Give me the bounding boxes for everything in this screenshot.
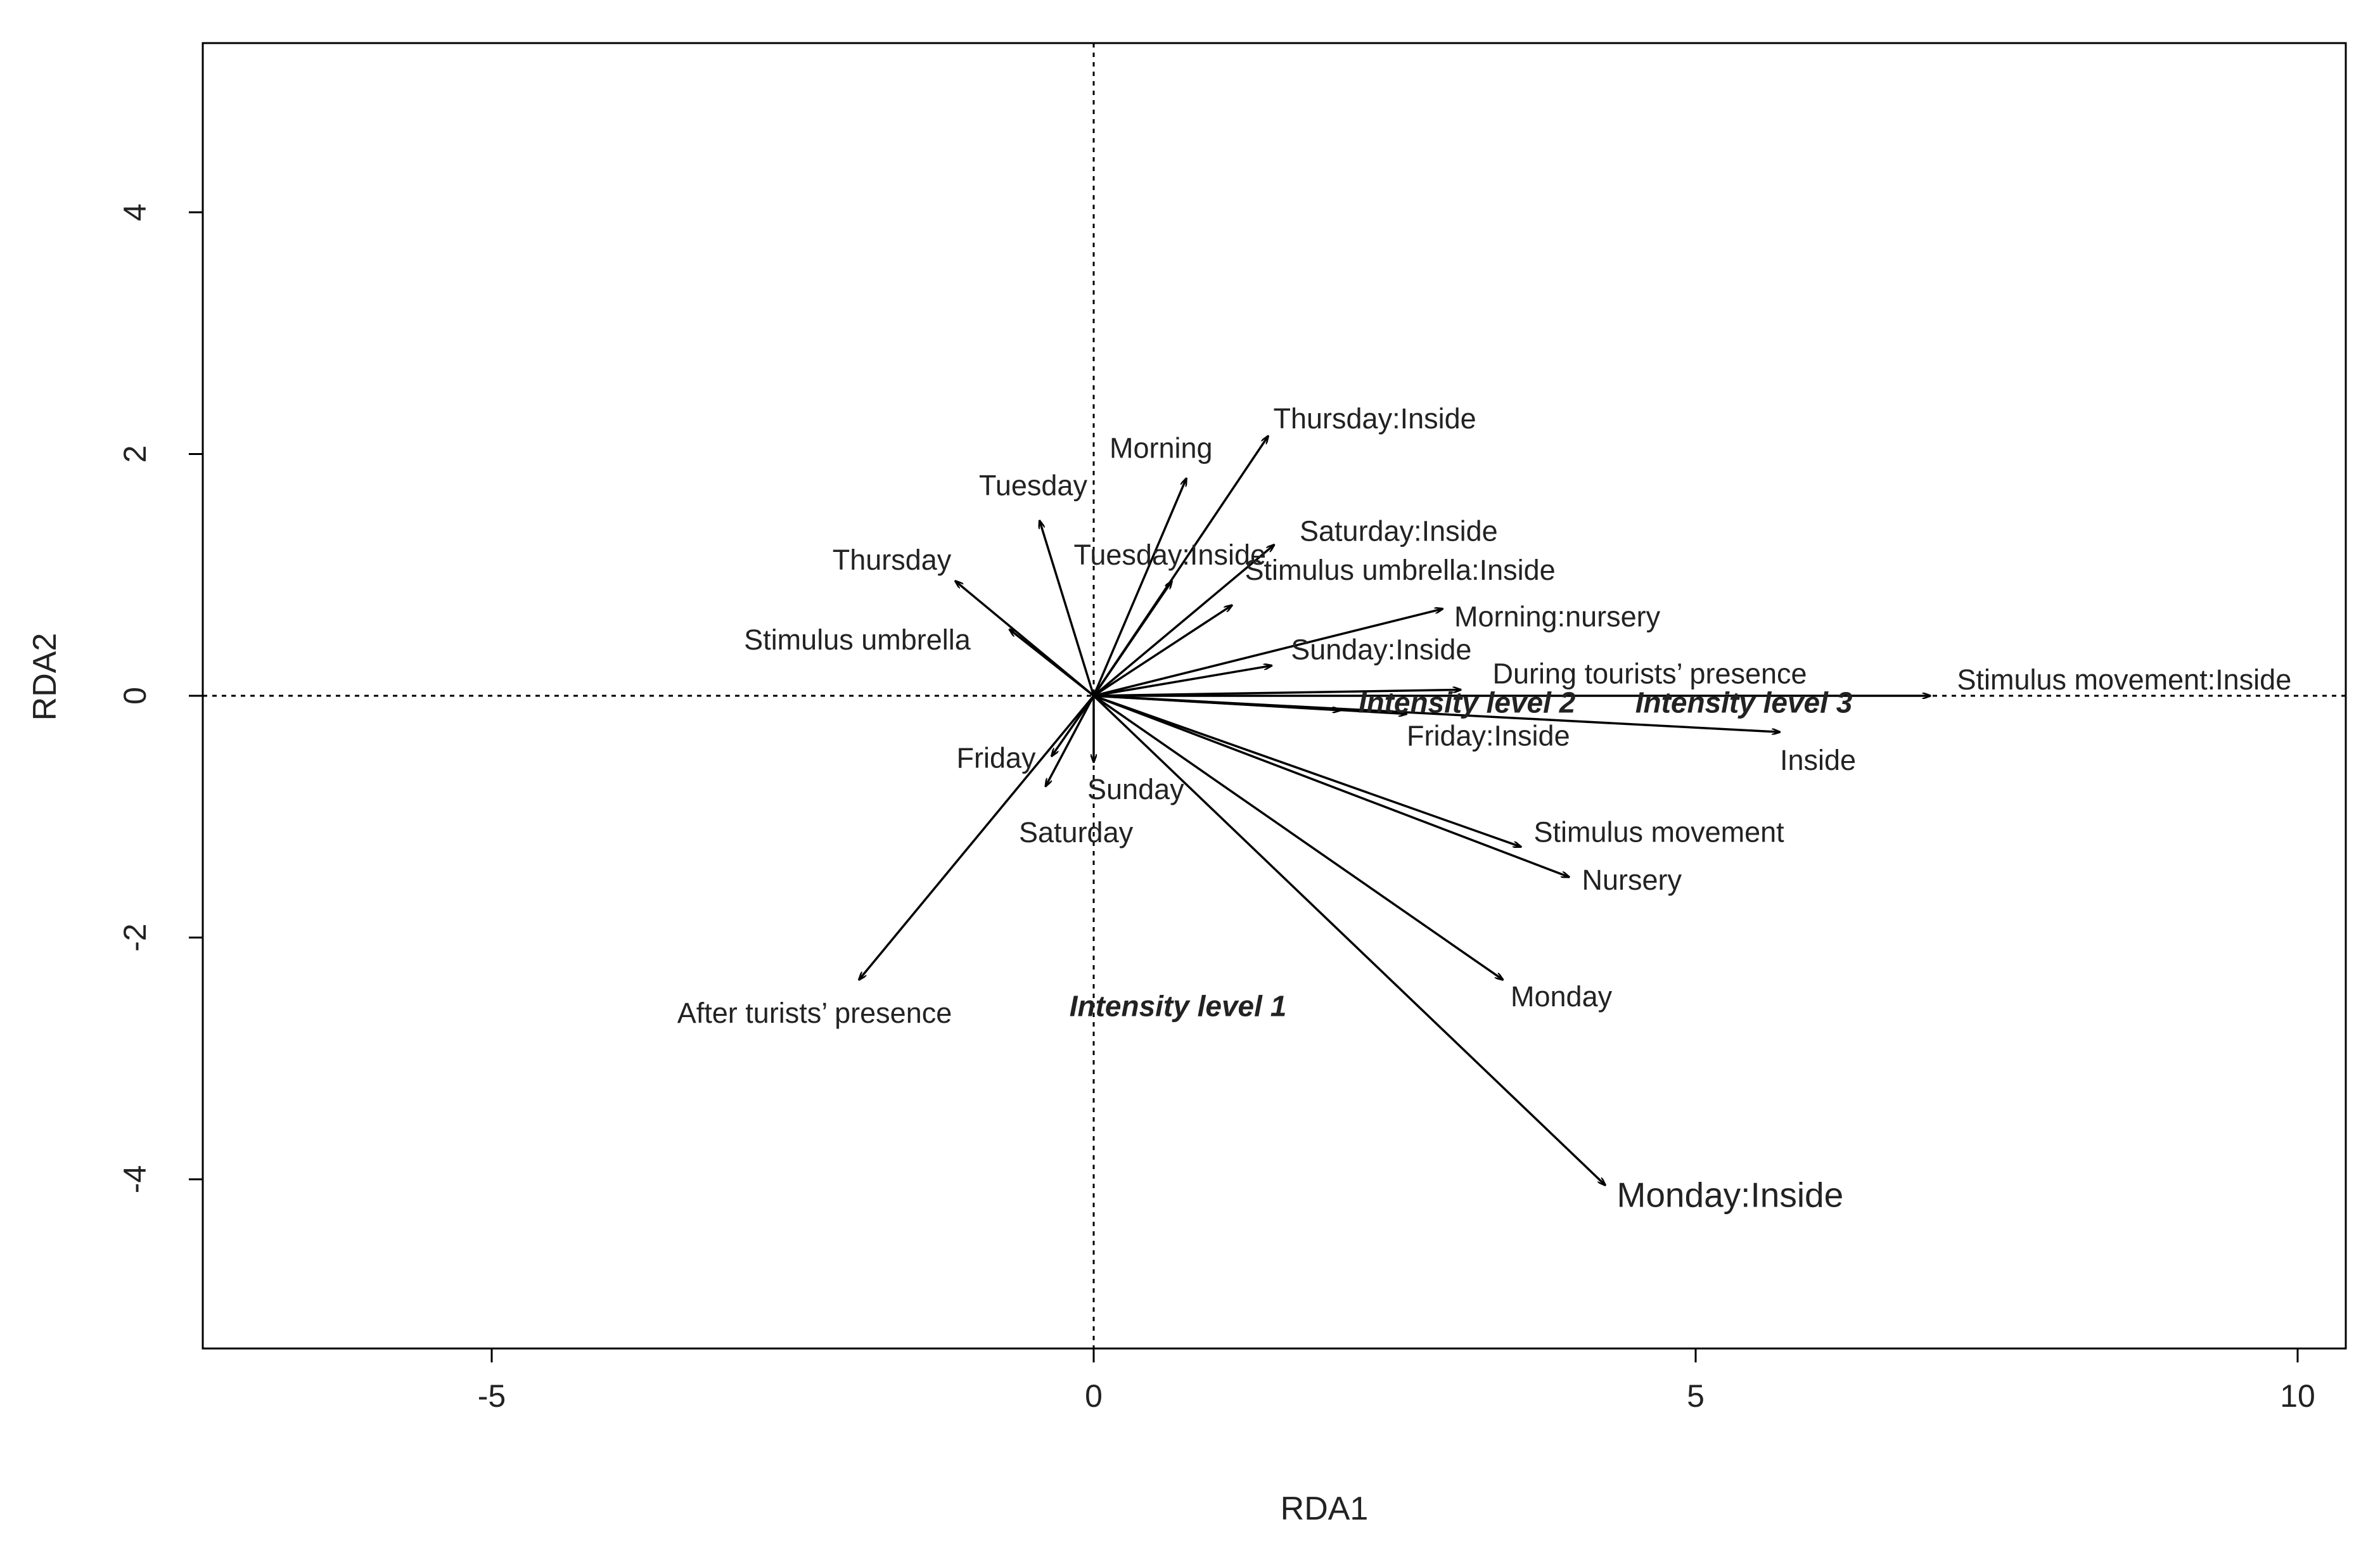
x-tick-label: -5 bbox=[478, 1378, 506, 1414]
vector-arrow-tuesday bbox=[1040, 520, 1095, 696]
vector-arrow-monday bbox=[1093, 695, 1503, 980]
vector-label-during-tourists-presence: During tourists’ presence bbox=[1493, 657, 1807, 689]
vector-label-friday-inside: Friday:Inside bbox=[1407, 720, 1570, 752]
y-tick-label: -2 bbox=[117, 923, 153, 951]
x-tick-label: 10 bbox=[2280, 1378, 2315, 1414]
x-axis-title: RDA1 bbox=[1281, 1490, 1369, 1527]
vector-label-friday: Friday bbox=[956, 741, 1036, 774]
vector-arrow-stimulus-umbrella bbox=[1009, 629, 1095, 697]
vector-arrow-stimulus-umbrella-inside bbox=[1093, 605, 1232, 697]
vector-arrow-sunday-inside bbox=[1093, 665, 1272, 697]
vector-label-thursday: Thursday bbox=[833, 544, 952, 576]
vector-label-stimulus-umbrella-inside: Stimulus umbrella:Inside bbox=[1245, 554, 1556, 586]
vector-label-monday-inside: Monday:Inside bbox=[1617, 1175, 1844, 1215]
level-label-intensity-level-1: Intensity level 1 bbox=[1070, 989, 1287, 1022]
vector-label-thursday-inside: Thursday:Inside bbox=[1274, 402, 1476, 435]
vector-label-stimulus-movement-inside: Stimulus movement:Inside bbox=[1957, 663, 2292, 696]
vector-label-stimulus-umbrella: Stimulus umbrella bbox=[744, 624, 971, 656]
vector-label-sunday: Sunday bbox=[1087, 773, 1184, 805]
level-label-intensity-level-2: Intensity level 2 bbox=[1359, 686, 1576, 719]
y-axis-title: RDA2 bbox=[27, 633, 63, 721]
vector-labels: Thursday:Inside Morning Tuesday Tuesday:Ins… bbox=[677, 402, 2291, 1215]
level-label-intensity-level-3: Intensity level 3 bbox=[1635, 686, 1853, 719]
vector-label-morning-nursery: Morning:nursery bbox=[1454, 601, 1661, 633]
vector-arrow-saturday bbox=[1046, 695, 1095, 786]
vector-label-nursery: Nursery bbox=[1582, 864, 1682, 896]
vector-label-tuesday-inside: Tuesday:Inside bbox=[1074, 539, 1267, 571]
vector-arrow-morning bbox=[1092, 478, 1186, 696]
zero-reference-lines bbox=[203, 43, 2346, 1348]
vector-label-morning: Morning bbox=[1110, 432, 1213, 464]
x-tick-label: 0 bbox=[1085, 1378, 1103, 1414]
x-tick-label: 5 bbox=[1687, 1378, 1705, 1414]
vector-arrow-tuesday-inside bbox=[1092, 581, 1172, 696]
y-tick-label: 4 bbox=[117, 203, 153, 221]
vector-arrow-after-turists-presence bbox=[859, 695, 1095, 980]
vector-label-tuesday: Tuesday bbox=[979, 469, 1087, 501]
vector-arrow-friday-inside bbox=[1093, 695, 1407, 714]
vector-label-inside: Inside bbox=[1780, 744, 1856, 776]
vector-arrow-morning-nursery bbox=[1093, 609, 1443, 697]
vector-arrows bbox=[859, 436, 1931, 1186]
vector-arrow-monday-inside bbox=[1092, 695, 1606, 1186]
y-tick-label: -4 bbox=[117, 1165, 153, 1193]
vector-label-sunday-inside: Sunday:Inside bbox=[1291, 633, 1471, 665]
vector-label-monday: Monday bbox=[1511, 980, 1613, 1013]
vector-label-saturday-inside: Saturday:Inside bbox=[1300, 515, 1498, 548]
vector-label-stimulus-movement: Stimulus movement bbox=[1534, 816, 1785, 848]
intensity-level-labels: Intensity level 1 Intensity level 2 Intens… bbox=[1070, 686, 1853, 1023]
vector-label-saturday: Saturday bbox=[1019, 816, 1134, 849]
y-tick-label: 0 bbox=[117, 687, 153, 705]
vector-label-after-turists-presence: After turists’ presence bbox=[677, 997, 952, 1029]
y-axis: 4 2 0 -2 -4 bbox=[117, 203, 203, 1193]
vector-arrow-stimulus-movement bbox=[1093, 695, 1521, 849]
x-axis: -5 0 5 10 bbox=[478, 1348, 2315, 1414]
vector-arrow-nursery bbox=[1093, 695, 1570, 877]
y-tick-label: 2 bbox=[117, 445, 153, 463]
vector-arrow-saturday-inside bbox=[1092, 545, 1274, 697]
